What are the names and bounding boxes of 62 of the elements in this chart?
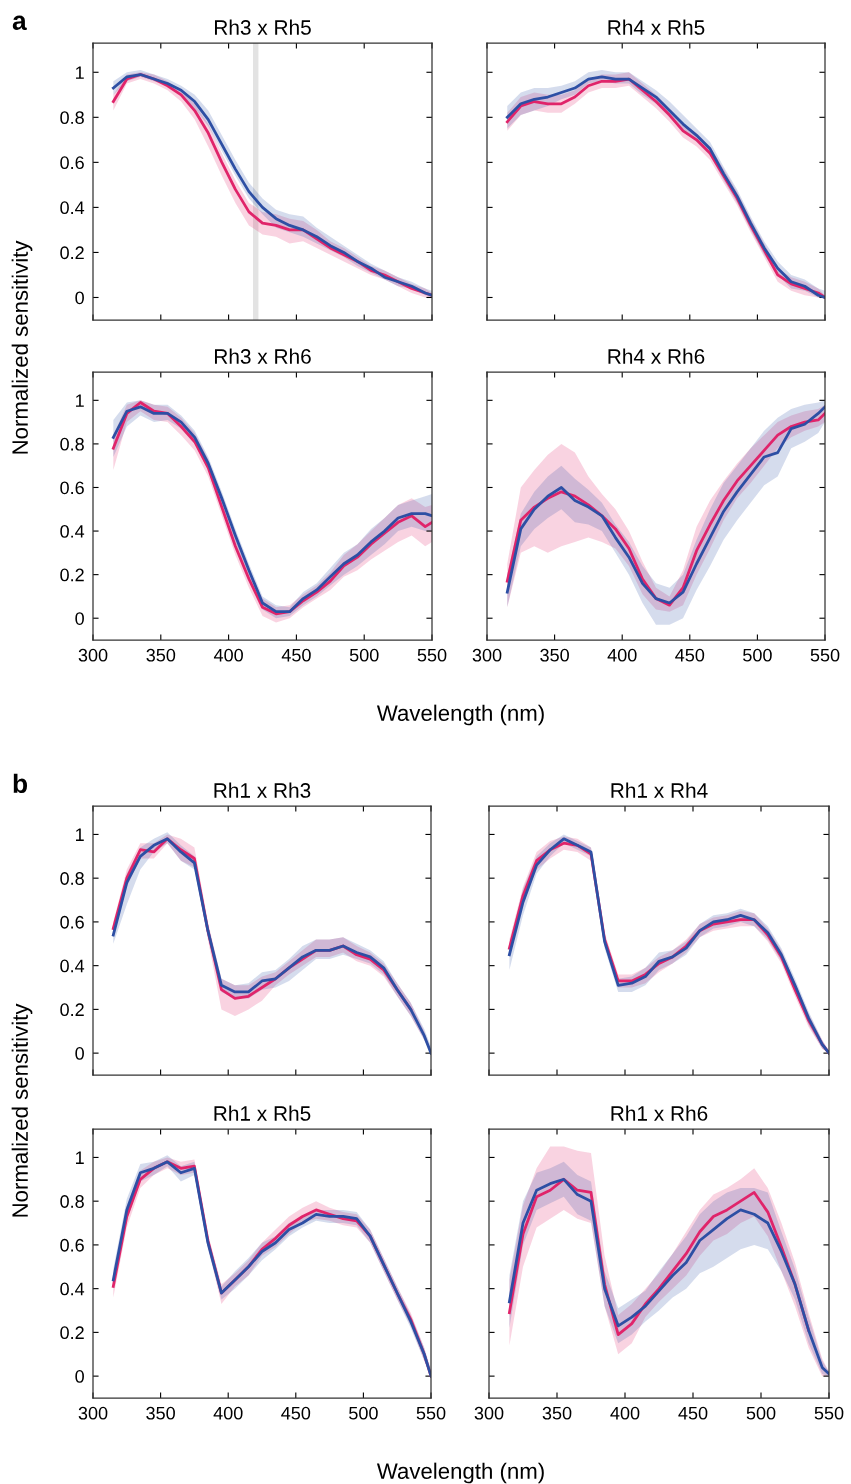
y-tick-label: 0.4 <box>60 1282 85 1296</box>
y-tick-label: 0 <box>75 291 84 305</box>
y-tick-label: 0 <box>75 612 84 625</box>
x-tick-label: 350 <box>542 1406 572 1420</box>
y-tick-label: 0.6 <box>60 156 84 170</box>
chart-title: Rh3 x Rh6 <box>215 348 311 364</box>
y-tick-label: 0.8 <box>60 437 84 451</box>
y-tick-label: 1 <box>76 394 84 407</box>
chart-title: Rh4 x Rh5 <box>608 19 705 35</box>
chart-title: Rh1 x Rh3 <box>214 782 311 798</box>
x-tick-label: 500 <box>743 648 772 662</box>
x-axis-title: Wavelength (nm) <box>376 704 544 726</box>
chart-title: Rh1 x Rh5 <box>214 1105 311 1121</box>
y-tick-label: 0.4 <box>60 524 85 538</box>
x-tick-label: 550 <box>814 1406 844 1420</box>
x-tick-label: 450 <box>281 648 311 662</box>
x-tick-label: 550 <box>416 1406 446 1420</box>
y-tick-label: 0.2 <box>60 1003 84 1017</box>
chart-title: Rh3 x Rh5 <box>215 19 311 35</box>
y-axis-title: Normalized sensitivity <box>11 240 33 454</box>
x-tick-label: 450 <box>678 1406 708 1420</box>
x-tick-label: 450 <box>281 1406 311 1420</box>
x-tick-label: 300 <box>474 1406 504 1420</box>
x-tick-label: 450 <box>675 648 705 662</box>
x-tick-label: 350 <box>146 1406 175 1420</box>
y-tick-label: 0.8 <box>60 872 84 885</box>
x-tick-label: 400 <box>607 648 637 662</box>
x-tick-label: 500 <box>349 648 379 662</box>
x-tick-label: 400 <box>213 648 243 662</box>
x-tick-label: 400 <box>213 1406 243 1420</box>
y-tick-label: 0.4 <box>60 201 85 215</box>
chart-title: Rh1 x Rh4 <box>611 782 708 798</box>
x-tick-label: 300 <box>472 648 502 662</box>
y-tick-label: 0.4 <box>60 959 85 973</box>
y-tick-label: 0.2 <box>60 1326 84 1340</box>
chart-title: Rh4 x Rh6 <box>608 348 705 364</box>
y-tick-label: 0.6 <box>60 481 84 495</box>
text: a <box>12 15 27 31</box>
x-tick-label: 350 <box>540 648 569 662</box>
y-tick-label: 0.2 <box>60 568 84 582</box>
y-tick-label: 1 <box>76 66 84 79</box>
y-tick-label: 0.6 <box>60 1238 84 1252</box>
x-tick-label: 300 <box>78 648 108 662</box>
y-axis-title: Normalized sensitivity <box>11 1003 33 1217</box>
x-axis-title: Wavelength (nm) <box>376 1462 544 1484</box>
y-tick-label: 1 <box>76 1151 84 1164</box>
x-tick-label: 500 <box>746 1406 776 1420</box>
x-tick-label: 550 <box>810 648 840 662</box>
y-tick-label: 0 <box>75 1047 84 1060</box>
y-tick-label: 0 <box>75 1370 84 1383</box>
y-tick-label: 0.2 <box>60 246 84 260</box>
y-tick-label: 0.8 <box>60 1195 84 1208</box>
y-tick-label: 0.6 <box>60 915 84 929</box>
x-tick-label: 500 <box>349 1406 378 1420</box>
y-tick-label: 1 <box>76 828 84 841</box>
x-tick-label: 400 <box>610 1406 640 1420</box>
x-tick-label: 550 <box>417 648 447 662</box>
x-tick-label: 350 <box>146 648 176 662</box>
y-tick-label: 0.8 <box>60 111 84 125</box>
text: b <box>13 773 28 794</box>
x-tick-label: 300 <box>78 1406 108 1420</box>
chart-title: Rh1 x Rh6 <box>611 1105 708 1121</box>
